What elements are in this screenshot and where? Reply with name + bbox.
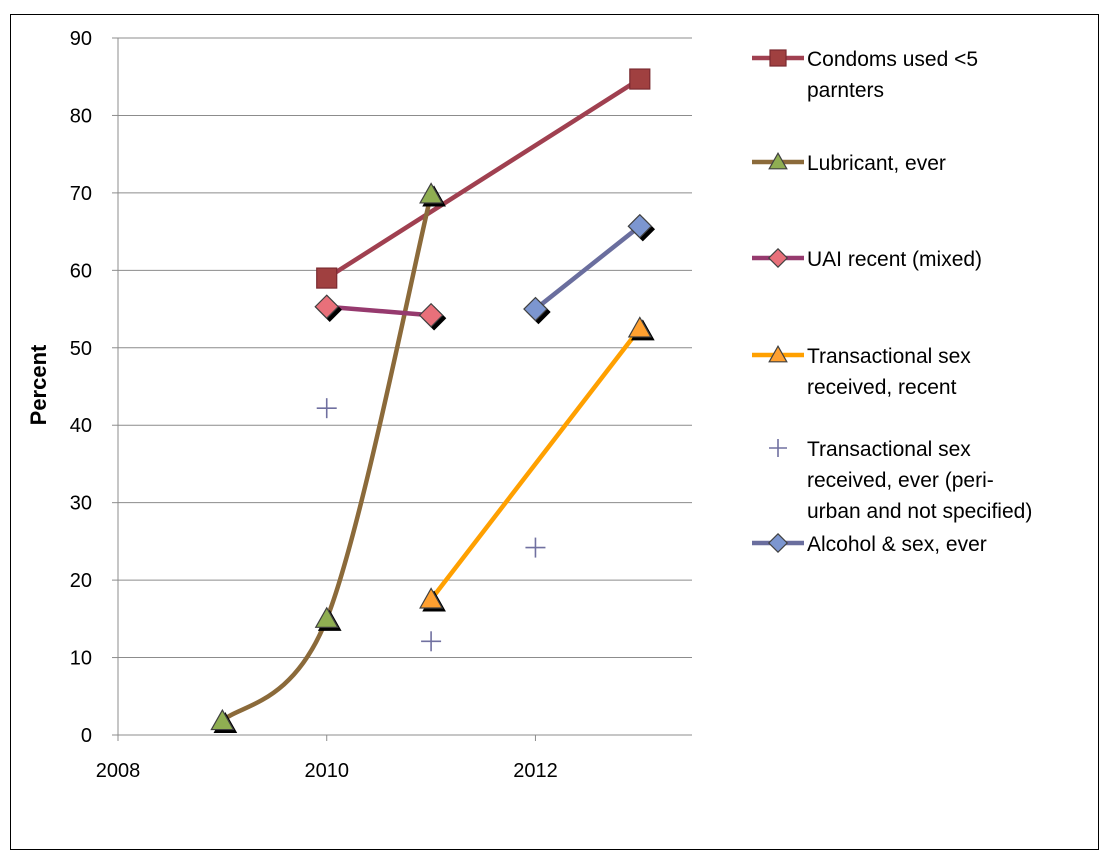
legend-label-3-line-1: received, recent bbox=[807, 376, 957, 399]
series-4-point-1 bbox=[421, 631, 442, 652]
series-5-point-0 bbox=[523, 296, 551, 325]
y-tick-label-60: 60 bbox=[70, 260, 92, 282]
y-tick-label-90: 90 bbox=[70, 28, 92, 50]
legend-swatch-marker-3 bbox=[768, 344, 788, 363]
gridlines bbox=[118, 37, 692, 659]
axes bbox=[112, 37, 692, 741]
legend-label-0-line-1: parnters bbox=[807, 79, 884, 102]
legend-label-0-line-0: Condoms used <5 bbox=[807, 48, 978, 71]
series-markers bbox=[210, 68, 656, 734]
series-0-point-0 bbox=[316, 267, 338, 289]
series-4-point-2 bbox=[525, 537, 546, 558]
legend-swatch-marker-5 bbox=[767, 532, 789, 554]
y-tick-label-70: 70 bbox=[70, 183, 92, 205]
series-3-point-1 bbox=[627, 316, 655, 341]
y-tick-label-0: 0 bbox=[81, 725, 92, 747]
legend-entry-0: Condoms used <5 parnters bbox=[752, 48, 978, 102]
y-tick-label-30: 30 bbox=[70, 493, 92, 515]
y-tick-label-80: 80 bbox=[70, 105, 92, 127]
legend-label-4-line-2: urban and not specified) bbox=[807, 500, 1032, 523]
legend-entry-1: Lubricant, ever bbox=[752, 151, 946, 175]
legend-entry-2: UAI recent (mixed) bbox=[752, 247, 982, 271]
y-tick-label-50: 50 bbox=[70, 338, 92, 360]
series-line-0 bbox=[324, 76, 643, 281]
y-tick-label-20: 20 bbox=[70, 570, 92, 592]
y-tick-label-10: 10 bbox=[70, 648, 92, 670]
legend-label-3-line-0: Transactional sex bbox=[807, 345, 971, 368]
legend-entry-5: Alcohol & sex, ever bbox=[752, 532, 987, 556]
legend-entry-3: Transactional sex received, recent bbox=[752, 344, 971, 399]
series-line-1 bbox=[220, 192, 434, 724]
legend-swatch-marker-2 bbox=[767, 247, 789, 269]
x-tick-label-2010: 2010 bbox=[304, 760, 349, 782]
series-line-5 bbox=[533, 223, 643, 312]
legend-label-5-line-0: Alcohol & sex, ever bbox=[807, 533, 987, 556]
chart-frame bbox=[10, 14, 1099, 850]
y-axis-title: Percent bbox=[26, 344, 51, 425]
y-tick-labels: 0 10 20 30 40 50 60 70 80 90 bbox=[70, 28, 92, 747]
series-1-point-2 bbox=[419, 182, 446, 207]
series-2-point-0 bbox=[314, 294, 342, 322]
legend-label-2-line-0: UAI recent (mixed) bbox=[807, 248, 982, 271]
x-tick-labels: 2008 2010 2012 bbox=[96, 760, 558, 782]
series-2-point-1 bbox=[418, 302, 447, 331]
legend-swatch-marker-1 bbox=[768, 151, 788, 170]
series-lines bbox=[220, 76, 643, 724]
x-tick-label-2012: 2012 bbox=[513, 760, 558, 782]
legend-label-4-line-0: Transactional sex bbox=[807, 438, 971, 461]
legend-label-4-line-1: received, ever (peri- bbox=[807, 469, 994, 492]
legend-entry-4: Transactional sex received, ever (peri-ur… bbox=[769, 438, 1032, 523]
legend-label-1-line-0: Lubricant, ever bbox=[807, 152, 946, 175]
series-1-point-0 bbox=[210, 708, 238, 734]
legend: Condoms used <5 parnters Lubricant, ever UA… bbox=[752, 48, 1032, 556]
series-5-point-1 bbox=[627, 213, 656, 242]
y-tick-label-40: 40 bbox=[70, 415, 92, 437]
series-3-point-0 bbox=[419, 587, 446, 612]
legend-swatch-marker-0 bbox=[769, 49, 787, 67]
series-0-point-1 bbox=[629, 68, 651, 90]
x-tick-label-2008: 2008 bbox=[96, 760, 141, 782]
series-4-point-0 bbox=[316, 398, 337, 419]
legend-swatch-marker-4 bbox=[769, 439, 787, 457]
series-1-point-1 bbox=[314, 606, 342, 631]
series-line-2 bbox=[324, 304, 434, 318]
series-line-3 bbox=[428, 326, 643, 602]
